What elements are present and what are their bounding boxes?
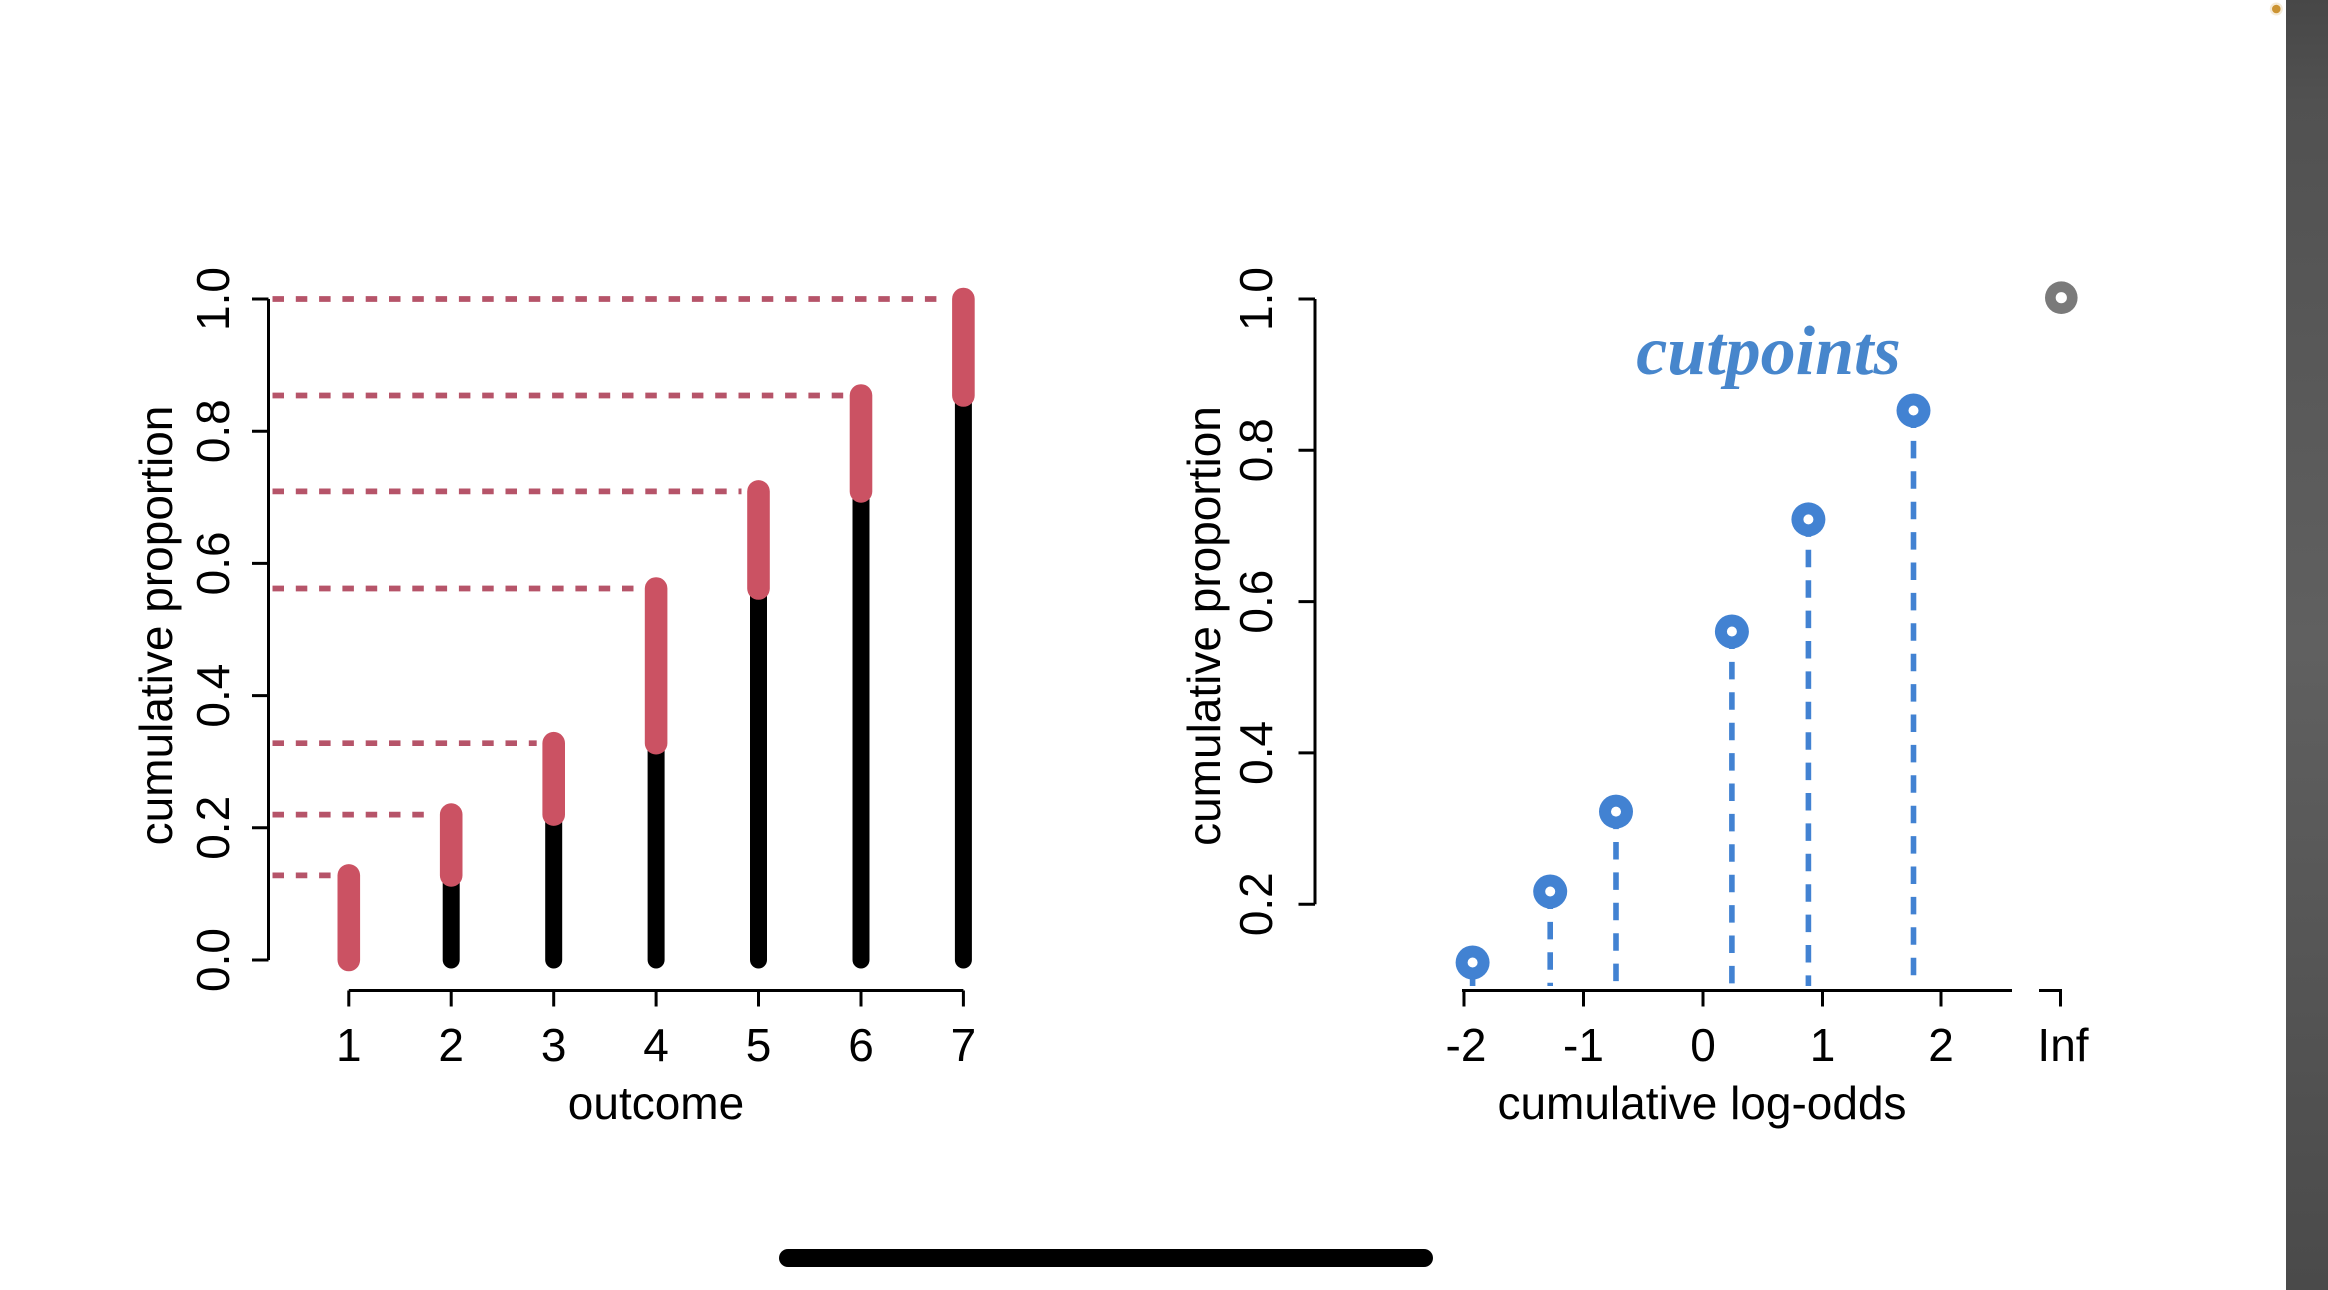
svg-text:0.4: 0.4: [187, 664, 239, 728]
svg-text:1.0: 1.0: [1230, 267, 1282, 331]
svg-text:0.4: 0.4: [1230, 721, 1282, 785]
svg-text:cumulative proportion: cumulative proportion: [1178, 406, 1230, 846]
svg-text:0: 0: [1690, 1019, 1716, 1071]
svg-text:6: 6: [848, 1019, 874, 1071]
svg-text:0.6: 0.6: [187, 531, 239, 595]
svg-text:2: 2: [1928, 1019, 1954, 1071]
svg-text:cumulative proportion: cumulative proportion: [130, 406, 182, 846]
svg-text:-2: -2: [1446, 1019, 1487, 1071]
svg-text:0.2: 0.2: [187, 796, 239, 860]
svg-text:1.0: 1.0: [187, 267, 239, 331]
svg-text:1: 1: [1810, 1019, 1836, 1071]
svg-text:-1: -1: [1563, 1019, 1604, 1071]
svg-text:0.6: 0.6: [1230, 570, 1282, 634]
svg-text:4: 4: [643, 1019, 669, 1071]
svg-text:3: 3: [541, 1019, 567, 1071]
svg-text:0.2: 0.2: [1230, 872, 1282, 936]
svg-text:cutpoints: cutpoints: [1636, 313, 1901, 390]
svg-text:1: 1: [336, 1019, 362, 1071]
svg-text:Inf: Inf: [2037, 1019, 2088, 1071]
svg-text:0.8: 0.8: [1230, 418, 1282, 482]
svg-text:2: 2: [438, 1019, 464, 1071]
svg-text:0.0: 0.0: [187, 928, 239, 992]
svg-text:outcome: outcome: [568, 1077, 744, 1129]
svg-text:0.8: 0.8: [187, 399, 239, 463]
svg-text:5: 5: [746, 1019, 772, 1071]
svg-text:cumulative log-odds: cumulative log-odds: [1497, 1077, 1906, 1129]
svg-text:7: 7: [951, 1019, 977, 1071]
